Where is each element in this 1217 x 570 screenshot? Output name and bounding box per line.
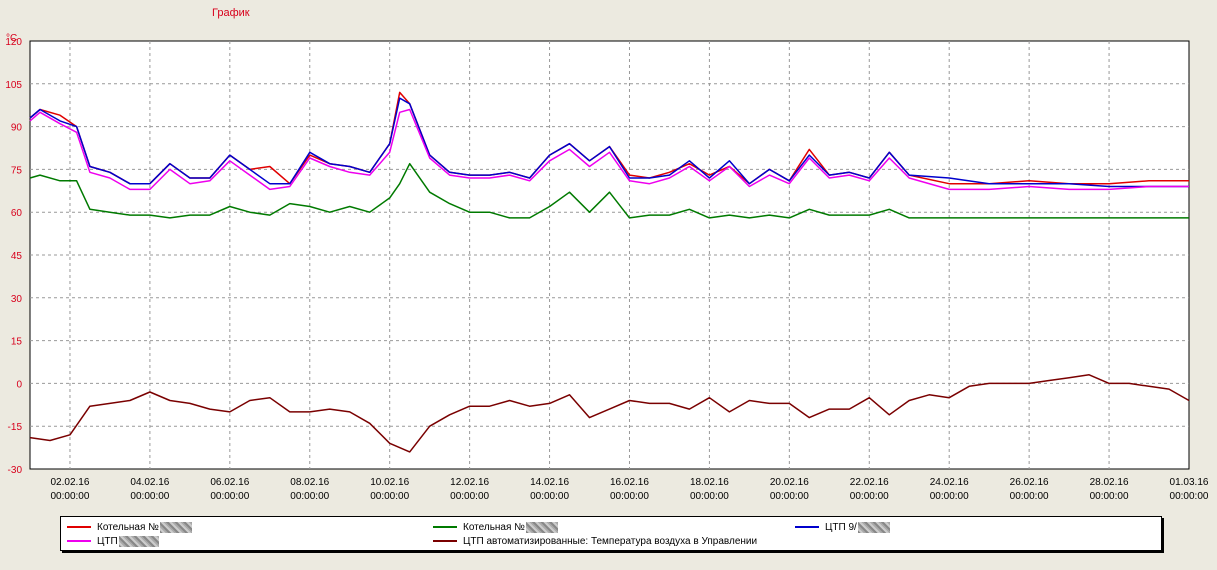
y-tick-label: 30: [11, 294, 23, 305]
x-axis: 02.02.16 00:00:00 04.02.16 00:00:00 06.02.16…: [50, 477, 1208, 502]
legend-label: Котельная №: [463, 521, 525, 533]
legend-item: Котельная №: [433, 520, 558, 534]
series-line-2: [29, 162, 1189, 219]
x-tick-label-date: 22.02.16: [850, 477, 889, 488]
x-tick-label-time: 00:00:00: [370, 491, 409, 502]
y-tick-label: -30: [8, 465, 23, 476]
line-chart: 120 105 90 75 60 45 30 15 0 -15 -30 02.02.16 00:00:…: [5, 37, 1209, 502]
legend-swatch: [67, 526, 91, 528]
x-tick-label-date: 12.02.16: [450, 477, 489, 488]
y-tick-label: 0: [16, 379, 22, 390]
x-tick-label-time: 00:00:00: [1090, 491, 1129, 502]
series-line-4: [29, 108, 1189, 191]
redacted-mask: [159, 521, 192, 533]
x-tick-label-date: 04.02.16: [130, 477, 169, 488]
y-axis: 120 105 90 75 60 45 30 15 0 -15 -30: [5, 37, 22, 476]
x-tick-label-date: 01.03.16: [1170, 477, 1209, 488]
x-tick-label-time: 00:00:00: [290, 491, 329, 502]
series-line-5: [29, 374, 1190, 453]
legend-item: ЦТП автоматизированные: Температура возд…: [433, 534, 757, 548]
legend-label: ЦТП: [97, 535, 118, 547]
legend: Котельная № Котельная № ЦТП 9/ ЦТП ЦТП а…: [60, 516, 1162, 551]
x-tick-label-time: 00:00:00: [850, 491, 889, 502]
x-tick-label-date: 10.02.16: [370, 477, 409, 488]
x-tick-label-date: 06.02.16: [210, 477, 249, 488]
x-tick-label-time: 00:00:00: [130, 491, 169, 502]
x-tick-label-date: 24.02.16: [930, 477, 969, 488]
y-axis-unit: °С: [6, 33, 18, 44]
y-tick-label: 120: [5, 37, 22, 48]
y-tick-label: -15: [8, 422, 23, 433]
x-tick-label-date: 28.02.16: [1090, 477, 1129, 488]
legend-label: Котельная №: [97, 521, 159, 533]
y-tick-label: 60: [11, 208, 23, 219]
x-tick-label-date: 20.02.16: [770, 477, 809, 488]
legend-swatch: [433, 526, 457, 528]
redacted-mask: [118, 535, 159, 547]
x-tick-label-date: 08.02.16: [290, 477, 329, 488]
redacted-mask: [525, 521, 558, 533]
x-tick-label-time: 00:00:00: [770, 491, 809, 502]
legend-swatch: [433, 540, 457, 542]
legend-label: ЦТП автоматизированные: Температура возд…: [463, 535, 758, 547]
y-tick-label: 45: [11, 251, 23, 262]
chart-title: График: [212, 7, 250, 19]
legend-swatch: [67, 540, 91, 542]
legend-item: Котельная №: [67, 520, 192, 534]
legend-swatch: [795, 526, 819, 528]
y-tick-label: 75: [11, 165, 23, 176]
x-tick-label-time: 00:00:00: [530, 491, 569, 502]
legend-label: ЦТП 9/: [825, 521, 857, 533]
redacted-mask: [857, 521, 890, 533]
x-tick-label-time: 00:00:00: [930, 491, 969, 502]
y-tick-label: 105: [5, 80, 22, 91]
y-tick-label: 90: [11, 123, 23, 134]
x-tick-label-date: 14.02.16: [530, 477, 569, 488]
x-tick-label-time: 00:00:00: [1170, 491, 1209, 502]
series-lines: [29, 91, 1190, 453]
x-tick-label-date: 26.02.16: [1010, 477, 1049, 488]
legend-item: ЦТП: [67, 534, 159, 548]
x-tick-label-date: 16.02.16: [610, 477, 649, 488]
x-tick-label-time: 00:00:00: [610, 491, 649, 502]
series-line-3: [29, 97, 1189, 188]
x-tick-label-time: 00:00:00: [50, 491, 89, 502]
y-tick-label: 15: [11, 337, 23, 348]
x-tick-label-time: 00:00:00: [210, 491, 249, 502]
x-tick-label-date: 02.02.16: [50, 477, 89, 488]
x-tick-label-time: 00:00:00: [1010, 491, 1049, 502]
x-tick-label-time: 00:00:00: [690, 491, 729, 502]
legend-item: ЦТП 9/: [795, 520, 890, 534]
x-tick-label-date: 18.02.16: [690, 477, 729, 488]
x-tick-label-time: 00:00:00: [450, 491, 489, 502]
